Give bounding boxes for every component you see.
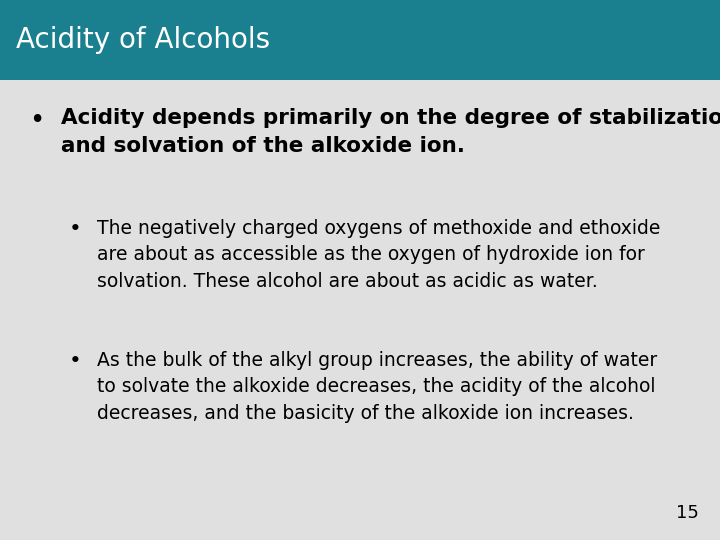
Text: 15: 15 xyxy=(675,504,698,522)
Text: The negatively charged oxygens of methoxide and ethoxide
are about as accessible: The negatively charged oxygens of methox… xyxy=(97,219,660,291)
Text: Acidity depends primarily on the degree of stabilization
and solvation of the al: Acidity depends primarily on the degree … xyxy=(61,108,720,156)
Text: Acidity of Alcohols: Acidity of Alcohols xyxy=(16,26,270,54)
Text: •: • xyxy=(68,219,81,239)
Text: •: • xyxy=(29,108,44,134)
Text: As the bulk of the alkyl group increases, the ability of water
to solvate the al: As the bulk of the alkyl group increases… xyxy=(97,351,657,423)
Text: •: • xyxy=(68,351,81,371)
